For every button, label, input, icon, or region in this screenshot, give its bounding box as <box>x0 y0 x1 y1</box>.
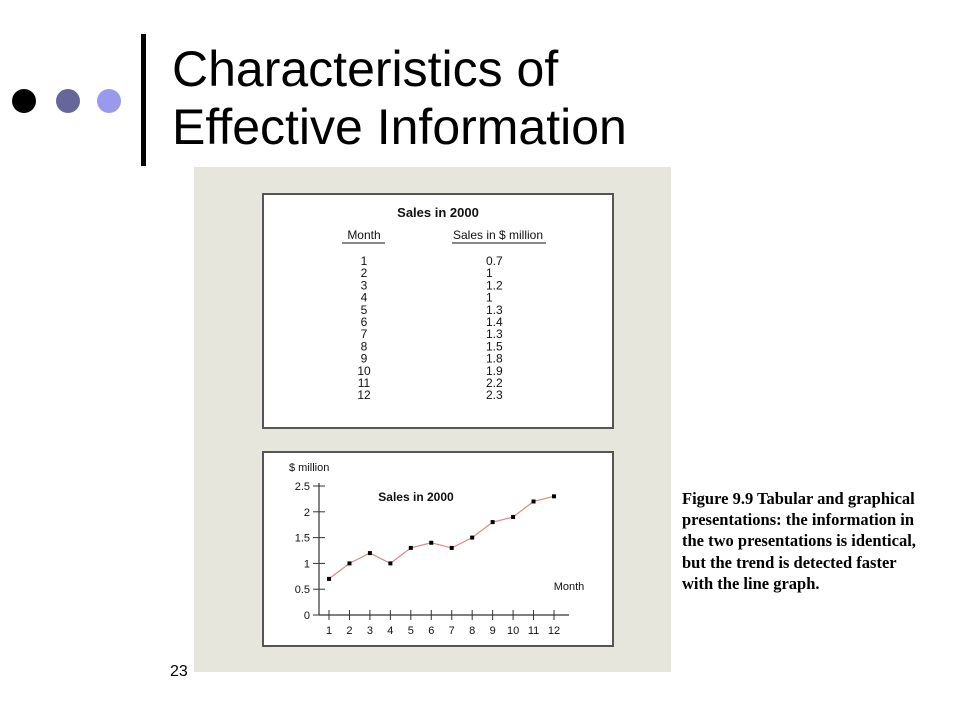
bullet-dot-2 <box>56 89 80 113</box>
sales-line-chart: $ million Sales in 2000 Month 0 0.5 1 1.5 2 2… <box>289 462 585 637</box>
bullet-dots <box>0 80 130 120</box>
data-point <box>490 520 495 525</box>
x-tick-label: 10 <box>507 625 519 637</box>
data-point <box>449 545 454 550</box>
x-tick-label: 5 <box>408 625 414 637</box>
x-tick-label: 2 <box>346 625 352 637</box>
title-divider <box>141 34 146 166</box>
bullet-dot-3 <box>97 89 121 113</box>
table-cell-month: 4 <box>361 291 368 305</box>
slide-title: Characteristics of Effective Information <box>172 40 627 156</box>
table-cell-month: 2 <box>361 266 368 280</box>
table-cell-sales: 1.3 <box>486 327 503 341</box>
y-tick-label: 0 <box>304 610 310 622</box>
table-cell-sales: 2.3 <box>486 388 503 402</box>
data-point <box>408 545 413 550</box>
sales-chart-panel: $ million Sales in 2000 Month 0 0.5 1 1.5 2 2… <box>262 451 614 647</box>
figure-image: Sales in 2000 Month Sales in $ million 1… <box>194 167 671 672</box>
table-cell-sales: 2.2 <box>486 376 503 390</box>
chart-ylabel: $ million <box>289 462 329 474</box>
x-tick-label: 11 <box>528 625 539 637</box>
table-cell-month: 3 <box>361 278 368 292</box>
figure-caption: Figure 9.9 Tabular and graphical present… <box>682 489 916 593</box>
table-cell-sales: 1.2 <box>486 278 503 292</box>
table-cell-sales: 1.8 <box>486 352 503 366</box>
data-point <box>347 561 352 566</box>
table-cell-month: 11 <box>358 376 371 390</box>
slide-number: 23 <box>170 663 188 680</box>
data-point <box>470 535 475 540</box>
table-header-sales: Sales in $ million <box>453 228 543 242</box>
data-point <box>511 514 516 519</box>
x-tick-label: 1 <box>326 625 332 637</box>
table-cell-sales: 1 <box>486 266 493 280</box>
table-cell-sales: 1.3 <box>486 303 503 317</box>
data-point <box>531 499 536 504</box>
table-cell-sales: 1.9 <box>486 364 503 378</box>
table-cell-month: 12 <box>357 388 371 402</box>
y-tick-label: 1 <box>304 558 310 570</box>
y-tick-label: 1.5 <box>295 533 310 545</box>
table-cell-month: 10 <box>357 364 371 378</box>
table-header-month: Month <box>347 228 380 242</box>
table-cell-month: 8 <box>361 339 368 353</box>
table-cell-sales: 1.4 <box>486 315 503 329</box>
table-cell-month: 6 <box>361 315 368 329</box>
x-tick-label: 7 <box>449 625 455 637</box>
x-tick-label: 12 <box>548 625 560 637</box>
data-point <box>429 540 434 545</box>
sales-table: Sales in 2000 Month Sales in $ million 1… <box>342 205 546 402</box>
table-cell-month: 9 <box>361 352 368 366</box>
x-tick-label: 6 <box>428 625 434 637</box>
x-tick-label: 3 <box>367 625 373 637</box>
y-tick-label: 2.5 <box>295 481 310 493</box>
series-line <box>328 495 555 580</box>
slide-title-line-1: Characteristics of <box>172 41 559 97</box>
bullet-dot-1 <box>12 89 36 113</box>
x-tick-label: 9 <box>490 625 496 637</box>
x-tick-label: 4 <box>387 625 393 637</box>
slide-title-line-2: Effective Information <box>172 99 627 155</box>
data-point <box>367 551 372 556</box>
y-tick-label: 2 <box>304 507 310 519</box>
table-cell-month: 1 <box>361 254 368 268</box>
data-point <box>388 561 393 566</box>
chart-xlabel: Month <box>554 581 585 593</box>
x-tick-label: 8 <box>469 625 475 637</box>
table-cell-sales: 1.5 <box>486 339 503 353</box>
y-tick-label: 0.5 <box>295 584 310 596</box>
data-point <box>327 576 331 581</box>
table-cell-sales: 1 <box>486 291 493 305</box>
chart-title: Sales in 2000 <box>378 490 454 504</box>
table-cell-month: 7 <box>361 327 368 341</box>
sales-table-panel: Sales in 2000 Month Sales in $ million 1… <box>262 193 614 429</box>
data-point <box>552 494 556 499</box>
table-cell-sales: 0.7 <box>486 254 503 268</box>
table-title: Sales in 2000 <box>397 205 479 220</box>
table-cell-month: 5 <box>361 303 368 317</box>
